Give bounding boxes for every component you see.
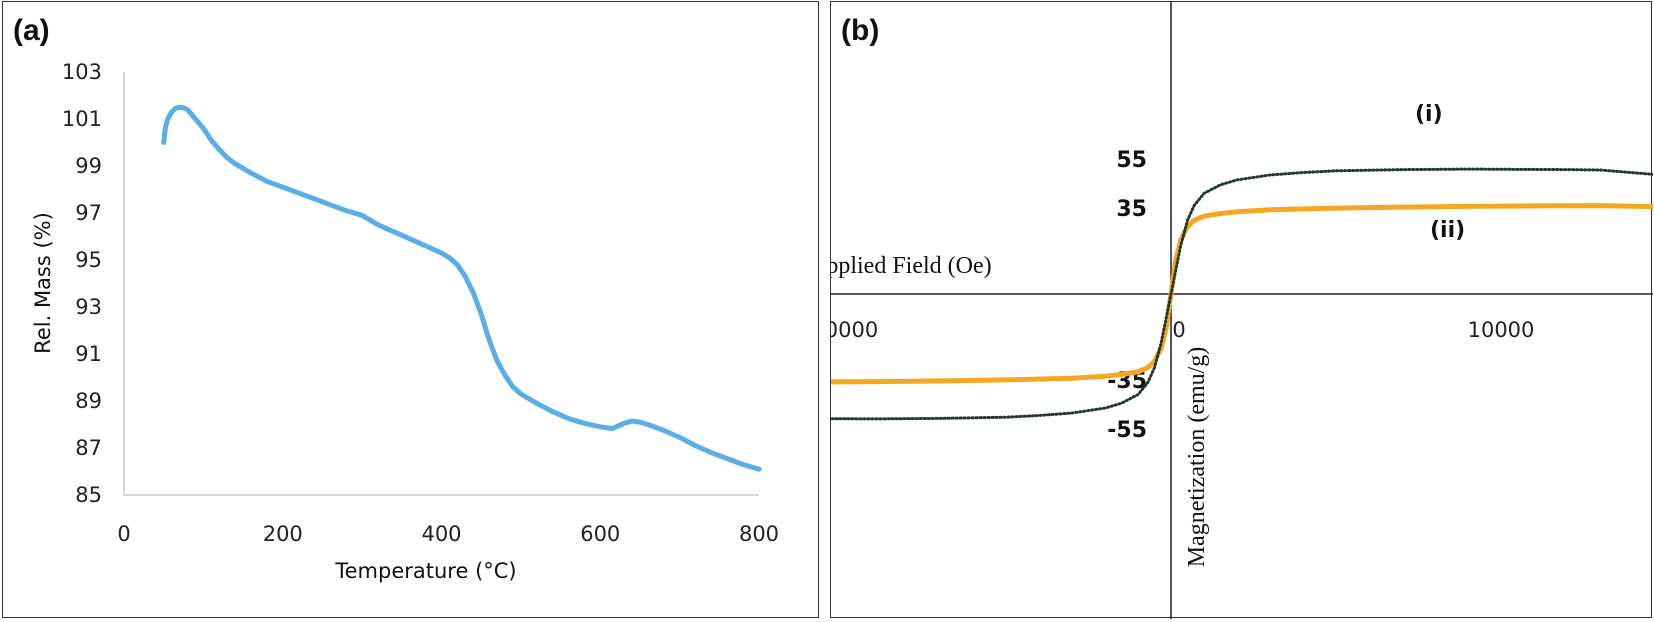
y-tick-label: -55 (1107, 418, 1147, 443)
panel-b-label: (b) (841, 14, 880, 47)
y-axis-title: Rel. Mass (%) (31, 212, 55, 354)
y-tick-label: 93 (75, 295, 102, 319)
y-tick-label: 91 (75, 342, 102, 366)
y-tick-label: 97 (75, 201, 102, 225)
y-tick-label: 85 (75, 483, 102, 507)
y-axis-title: Magnetization (emu/g) (1184, 347, 1210, 568)
y-tick-label: 101 (62, 107, 102, 131)
tga-chart: 0 200 400 600 800 85 87 89 91 93 95 97 99 101 103 Tem… (31, 60, 779, 583)
y-tick-label: 99 (75, 154, 102, 178)
y-tick-label: 95 (75, 248, 102, 272)
y-tick-label: 103 (62, 60, 102, 84)
curve-ii-label: (ii) (1430, 218, 1465, 243)
curve-i (831, 167, 1653, 421)
y-tick-label: 35 (1116, 197, 1147, 222)
y-tick-label: 87 (75, 436, 102, 460)
y-tick-label: 55 (1116, 148, 1147, 173)
curve-i-label: (i) (1415, 102, 1443, 127)
x-tick-label: -10000 (831, 318, 878, 342)
panel-a: (a) 0 200 400 600 800 85 87 89 91 93 95 97 99 101 103… (2, 1, 819, 618)
x-tick-label: 200 (263, 522, 303, 546)
x-tick-label: 600 (580, 522, 620, 546)
panel-a-label: (a) (13, 14, 50, 47)
y-tick-label: 89 (75, 389, 102, 413)
x-tick-label: 800 (739, 522, 779, 546)
x-tick-label: 0 (117, 522, 130, 546)
x-axis-title: Temperature (°C) (334, 559, 516, 583)
x-tick-label: 400 (421, 522, 461, 546)
x-tick-label: 0 (1172, 318, 1185, 342)
tga-curve (161, 104, 762, 472)
x-axis-title: Applied Field (Oe) (831, 253, 992, 279)
x-tick-label: 10000 (1468, 318, 1535, 342)
